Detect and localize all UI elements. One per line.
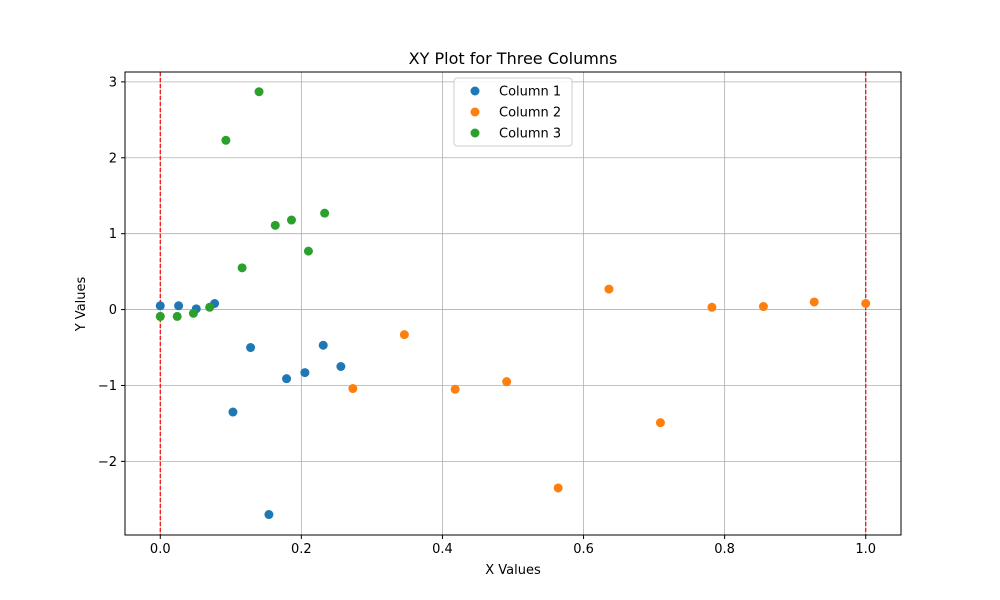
series-1-point [264, 510, 274, 520]
legend-marker [470, 86, 480, 96]
chart-title: XY Plot for Three Columns [409, 49, 618, 68]
series-2-point [809, 297, 819, 307]
legend-label: Column 1 [499, 85, 561, 100]
legend-box [453, 77, 573, 147]
series-3-point [320, 208, 330, 218]
series-1-point [246, 343, 256, 353]
series-2-point [502, 377, 512, 387]
series-2-point [450, 384, 460, 394]
legend-marker [470, 107, 480, 117]
series-2-point [707, 302, 717, 312]
series-2-point [655, 418, 665, 428]
legend-marker [470, 128, 480, 138]
series-3-point [172, 311, 182, 321]
series-3-point [205, 302, 215, 312]
series-3-point [270, 220, 280, 230]
legend-label: Column 2 [499, 106, 561, 121]
data-points [155, 87, 871, 520]
series-1-point [155, 301, 165, 311]
series-1-point [336, 361, 346, 371]
y-axis-title: Y Values [74, 277, 89, 333]
x-tick-label: 0.2 [291, 542, 312, 557]
axis-ticks: 0.0 0.2 0.4 0.6 0.8 1.0 −2 −1 0 1 2 3 [98, 75, 876, 557]
series-2-point [399, 330, 409, 340]
legend-label: Column 3 [499, 127, 561, 142]
series-1-point [282, 374, 292, 384]
series-1-point [300, 368, 310, 378]
x-tick-label: 0.0 [150, 542, 171, 557]
x-tick-label: 0.6 [573, 542, 594, 557]
series-3-point [221, 135, 231, 145]
series-2-point [861, 299, 871, 308]
y-tick-label: −1 [98, 379, 117, 394]
x-tick-label: 0.8 [714, 542, 735, 557]
series-3-point [303, 246, 313, 256]
series-1-point [318, 340, 328, 350]
series-3-point [155, 311, 165, 321]
y-tick-label: −2 [98, 455, 117, 470]
x-axis-title: X Values [485, 563, 541, 578]
y-tick-label: 3 [109, 75, 117, 90]
series-1-point [174, 301, 184, 311]
series-2-point [348, 384, 358, 394]
y-tick-label: 0 [109, 303, 117, 318]
series-1-point [228, 407, 238, 417]
series-3-point [254, 87, 264, 97]
series-3-point [188, 308, 198, 318]
x-tick-label: 1.0 [855, 542, 876, 557]
series-2-point [758, 302, 768, 312]
x-tick-label: 0.4 [432, 542, 453, 557]
grid [125, 72, 901, 535]
series-3-point [237, 263, 247, 273]
series-2-point [553, 483, 563, 493]
y-tick-label: 2 [109, 151, 117, 166]
y-tick-label: 1 [109, 227, 117, 242]
legend: Column 1 Column 2 Column 3 [453, 77, 573, 147]
series-2-point [604, 284, 614, 294]
series-3-point [286, 215, 296, 225]
plot-frame [124, 71, 902, 536]
